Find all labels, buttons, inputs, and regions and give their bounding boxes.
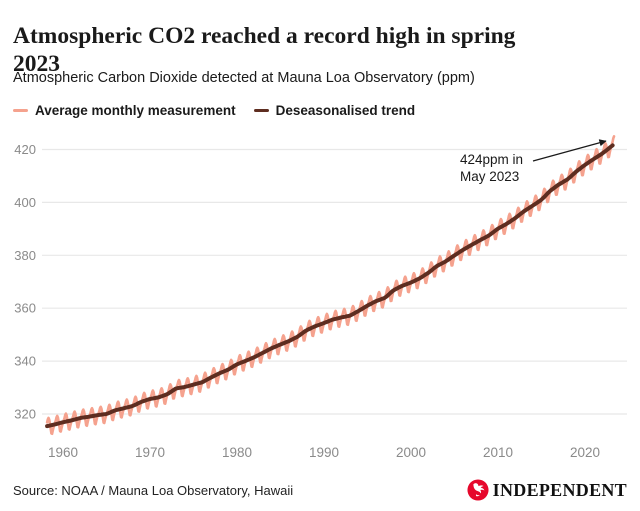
svg-text:360: 360 [14,301,36,316]
peak-annotation-line2: May 2023 [460,169,520,184]
svg-text:320: 320 [14,407,36,422]
svg-text:380: 380 [14,248,36,263]
chart-subtitle: Atmospheric Carbon Dioxide detected at M… [13,70,475,86]
page-title-line1: Atmospheric CO2 reached a record high in… [13,22,516,49]
chart-footer: Source: NOAA / Mauna Loa Observatory, Ha… [13,476,627,504]
co2-chart-svg: 320 340 360 380 400 420 1960 1970 1980 1990 2000 20… [14,135,627,460]
peak-annotation: 424ppm in May 2023 [460,151,523,185]
svg-text:400: 400 [14,195,36,210]
peak-annotation-line1: 424ppm in [460,152,524,167]
svg-text:2000: 2000 [396,445,426,460]
page-title: Atmospheric CO2 reached a record high in… [13,22,613,78]
svg-text:1970: 1970 [135,445,165,460]
svg-text:1990: 1990 [309,445,339,460]
independent-wordmark: INDEPENDENT [492,479,627,500]
independent-logo: INDEPENDENT [467,479,627,501]
svg-text:340: 340 [14,354,36,369]
svg-text:2010: 2010 [483,445,513,460]
svg-text:1960: 1960 [48,445,78,460]
chart-legend: Average monthly measurement Deseasonalis… [13,103,415,118]
trend-line-swatch-icon [253,109,269,112]
monthly-line-swatch-icon [13,109,28,112]
legend-label-monthly: Average monthly measurement [35,103,236,118]
legend-item-monthly: Average monthly measurement [13,103,236,118]
svg-text:2020: 2020 [570,445,600,460]
svg-text:1980: 1980 [222,445,252,460]
svg-text:420: 420 [14,142,36,157]
legend-item-trend: Deseasonalised trend [253,103,416,118]
page-title-line2: 2023 [13,50,60,77]
source-attribution: Source: NOAA / Mauna Loa Observatory, Ha… [13,482,294,498]
independent-eagle-icon [467,479,489,501]
legend-label-trend: Deseasonalised trend [275,103,416,118]
